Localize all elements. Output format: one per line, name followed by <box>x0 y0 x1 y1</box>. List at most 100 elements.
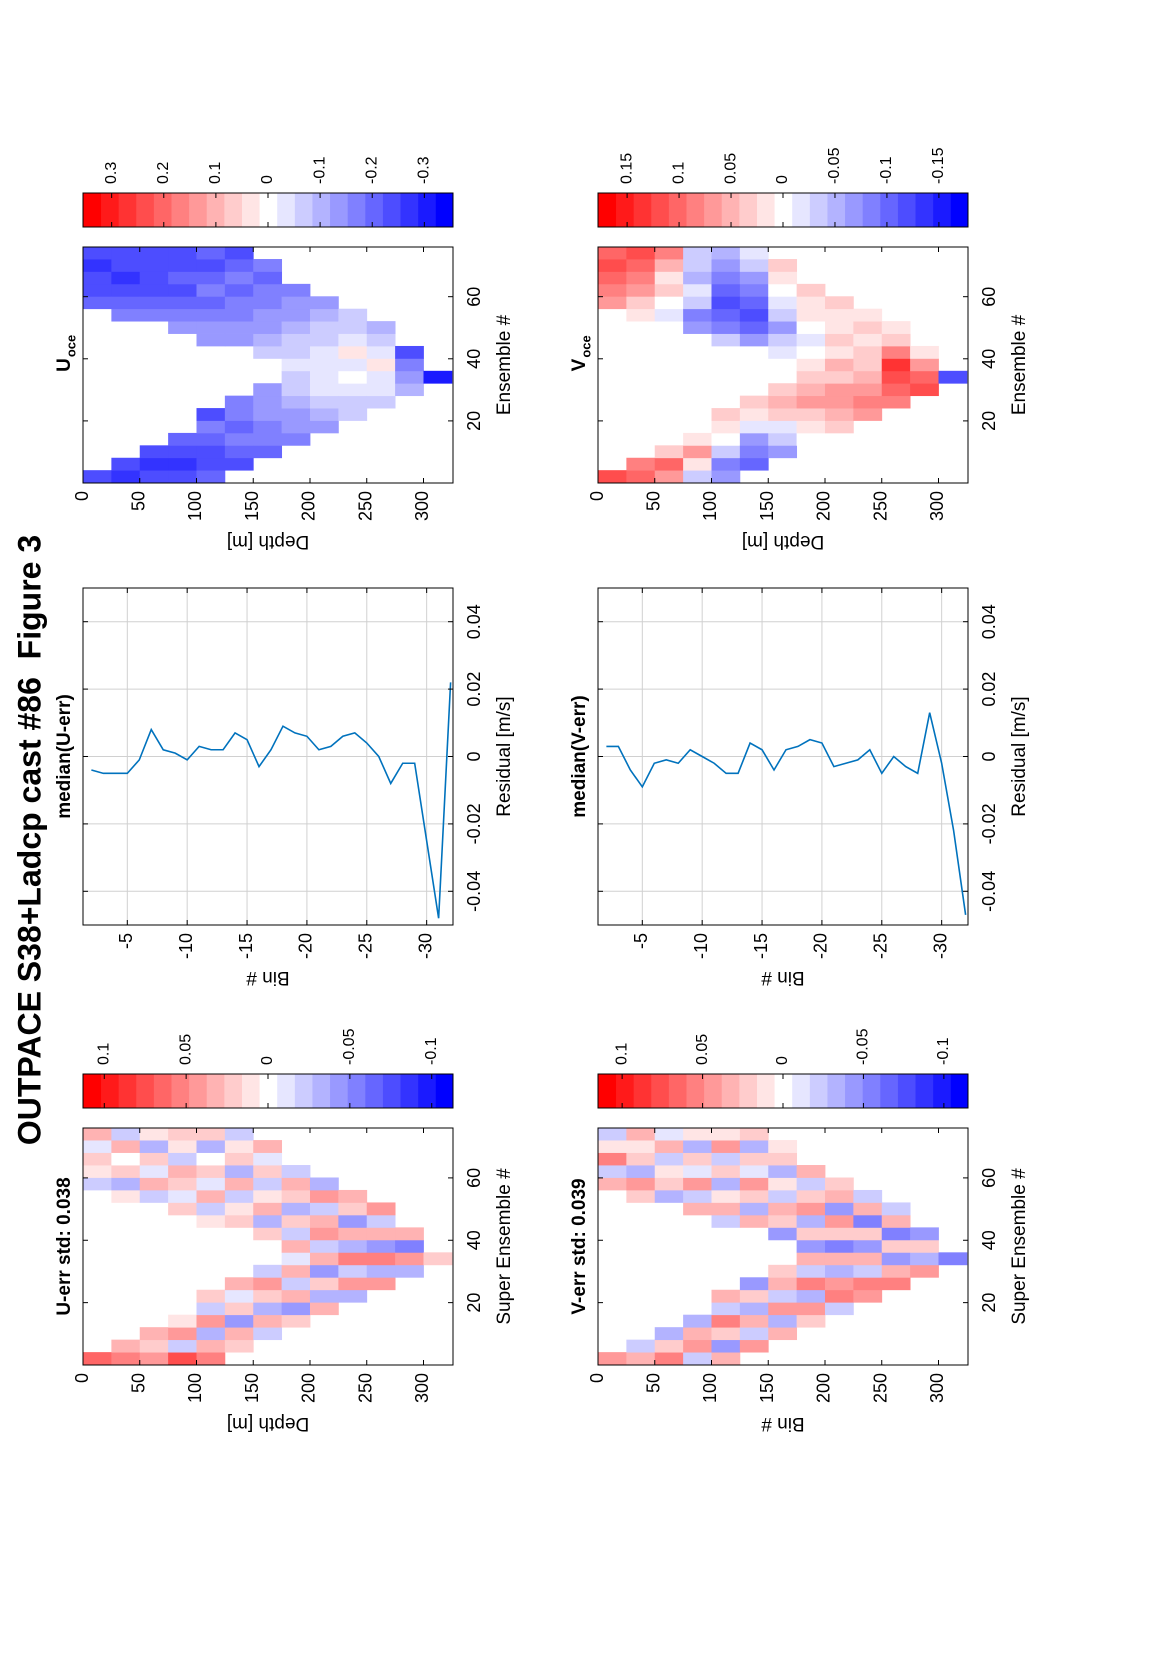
heatmap-cell <box>253 333 283 347</box>
heatmap-cell <box>83 247 112 260</box>
heatmap-cell <box>196 308 226 322</box>
colorbar-swatch <box>382 1074 401 1108</box>
y-tick-label: 200 <box>814 1373 834 1403</box>
heatmap-cell <box>224 1314 254 1328</box>
heatmap-cell <box>253 1289 283 1303</box>
heatmap-cell <box>853 1289 883 1303</box>
x-tick-label: 20 <box>979 1293 999 1313</box>
colorbar-swatch <box>915 193 934 227</box>
heatmap-cell <box>196 1202 226 1216</box>
heatmap-cell <box>224 1339 254 1353</box>
colorbar-swatch <box>400 193 419 227</box>
colorbar-tick-label: 0.1 <box>96 1043 113 1065</box>
colorbar-swatch <box>738 1074 757 1108</box>
heatmap-cell <box>196 1339 226 1353</box>
heatmap-cell <box>309 1302 339 1316</box>
heatmap-cell <box>824 1302 854 1316</box>
heatmap-cell <box>253 1227 283 1241</box>
heatmap-cell <box>881 1239 911 1253</box>
heatmap-cell <box>768 432 798 446</box>
heatmap-cell <box>881 370 911 384</box>
colorbar-swatch <box>241 1074 260 1108</box>
colorbar-swatch <box>153 193 172 227</box>
heatmap-cell <box>139 445 169 459</box>
heatmap-cell <box>224 308 254 322</box>
colorbar-swatch <box>809 193 828 227</box>
heatmap-cell <box>739 333 769 347</box>
heatmap-cell <box>83 1140 112 1153</box>
heatmap-cell <box>711 283 741 297</box>
heatmap-cell <box>338 1277 368 1291</box>
heatmap-cell <box>111 1165 141 1178</box>
data-line <box>606 712 967 916</box>
heatmap-cell <box>309 1289 339 1303</box>
heatmap-cell <box>224 1152 254 1166</box>
heatmap-cell <box>395 1264 424 1278</box>
heatmap-cell <box>598 1140 627 1153</box>
heatmap-cell <box>111 1189 141 1203</box>
heatmap-cell <box>910 358 939 372</box>
y-tick-label: -5 <box>631 933 651 949</box>
colorbar-swatch <box>633 193 652 227</box>
y-axis-label: Depth [m] <box>742 531 824 552</box>
heatmap-cell <box>739 408 769 421</box>
heatmap-cell <box>309 370 339 384</box>
x-axis-label: Super Ensemble # <box>1009 1168 1030 1325</box>
heatmap-cell <box>253 308 283 322</box>
y-axis-label: Bin # <box>761 1413 805 1434</box>
heatmap-cell <box>139 1128 169 1141</box>
heatmap-cell <box>768 1140 798 1153</box>
heatmap-cell <box>224 445 254 459</box>
heatmap-cell <box>224 457 254 471</box>
x-axis-label: Ensemble # <box>494 314 515 415</box>
colorbar-swatch <box>774 1074 793 1108</box>
colorbar-swatch <box>364 1074 383 1108</box>
colorbar-swatch <box>844 1074 863 1108</box>
heatmap-cell <box>853 1264 883 1278</box>
colorbar-swatch <box>738 193 757 227</box>
heatmap-cell <box>881 333 911 347</box>
heatmap-cell <box>824 1277 854 1291</box>
heatmap-cell <box>683 1314 712 1328</box>
colorbar-tick-label: -0.1 <box>878 156 895 184</box>
heatmap-cell <box>910 1264 939 1278</box>
heatmap-cell <box>395 1239 424 1253</box>
heatmap-cell <box>910 1252 939 1266</box>
heatmap-cell <box>683 259 712 272</box>
heatmap-cell <box>168 445 197 459</box>
heatmap-cell <box>309 1239 339 1253</box>
heatmap-cell <box>626 283 656 297</box>
heatmap-cell <box>853 345 883 359</box>
figure-landscape: OUTPACE S38+Ladcp cast #86 Figure 3 0.1 0… <box>11 147 1030 1434</box>
heatmap-cell <box>196 1128 226 1141</box>
heatmap-cell <box>654 296 684 310</box>
heatmap-cell <box>683 1152 712 1166</box>
heatmap-cell <box>196 1302 226 1316</box>
heatmap-cell <box>395 1252 424 1266</box>
heatmap-cell <box>598 1152 627 1166</box>
heatmap-cell <box>281 370 311 384</box>
heatmap-cell <box>168 1352 197 1365</box>
heatmap-cell <box>853 1214 883 1228</box>
colorbar-swatch <box>188 193 207 227</box>
colorbar-swatch <box>686 193 705 227</box>
heatmap-cell <box>711 445 741 459</box>
heatmap-cell <box>598 470 627 483</box>
colorbar-swatch <box>294 193 313 227</box>
y-axis-label: Bin # <box>246 967 290 988</box>
heatmap-cell <box>196 1165 226 1178</box>
heatmap-cell <box>253 1277 283 1291</box>
heatmap-cell <box>338 395 368 409</box>
heatmap-cell <box>281 408 311 421</box>
heatmap-cell <box>739 1277 769 1291</box>
heatmap-cell <box>654 308 684 322</box>
heatmap-cell <box>366 1264 396 1278</box>
heatmap-cell <box>711 470 741 483</box>
heatmap-cell <box>366 1214 396 1228</box>
heatmap-cell <box>168 271 197 285</box>
colorbar-tick-label: -0.3 <box>416 156 433 184</box>
heatmap-cell <box>111 247 141 260</box>
heatmap-cell <box>168 1327 197 1341</box>
y-tick-label: 150 <box>757 491 777 521</box>
heatmap-cell <box>253 1177 283 1191</box>
